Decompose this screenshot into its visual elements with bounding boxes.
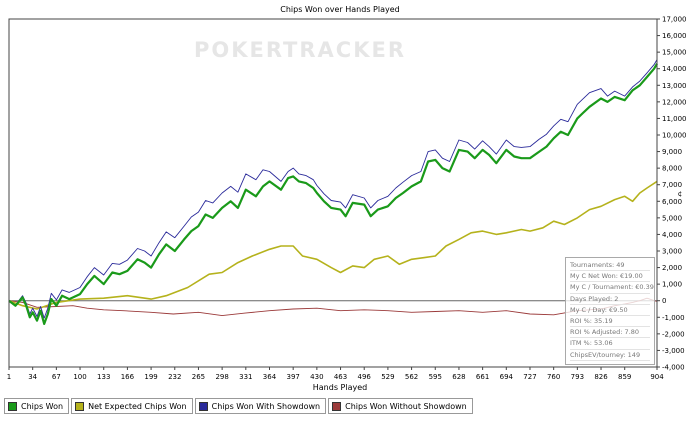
x-tick-label: 595 xyxy=(429,373,442,381)
legend-label: Chips Won Without Showdown xyxy=(345,401,467,411)
watermark-logo: POKERTRACKER xyxy=(194,38,406,62)
y-tick-label: 5,000 xyxy=(662,214,682,222)
x-axis-label: Hands Played xyxy=(313,383,367,392)
legend-item-chips-won[interactable]: Chips Won xyxy=(4,398,70,414)
legend-swatch xyxy=(332,401,342,411)
info-line: ITM %: 53.06 xyxy=(570,338,650,350)
legend-label: Chips Won With Showdown xyxy=(211,401,321,411)
y-tick-label: 3,000 xyxy=(662,248,682,256)
series-line-net-expected xyxy=(8,180,658,310)
legend-label: Chips Won xyxy=(21,401,64,411)
legend-label: Net Expected Chips Won xyxy=(88,401,187,411)
x-tick-label: 298 xyxy=(215,373,228,381)
x-tick-label: 904 xyxy=(650,373,664,381)
series-line-with-showdown xyxy=(8,59,658,319)
y-tick-label: 12,000 xyxy=(662,98,687,106)
x-tick-label: 793 xyxy=(571,373,584,381)
chart-legend: Chips Won Net Expected Chips Won Chips W… xyxy=(4,398,473,414)
info-line: ROI %: 35.19 xyxy=(570,316,650,328)
x-tick-label: 232 xyxy=(168,373,181,381)
y-tick-label: 13,000 xyxy=(662,82,687,90)
x-tick-label: 463 xyxy=(334,373,347,381)
info-line: Tournaments: 49 xyxy=(570,260,650,272)
y-tick-label: -3,000 xyxy=(662,347,685,355)
axes: -4,000 -3,000 -2,000 -1,000 0 1,000 2,000 3,000… xyxy=(7,16,687,382)
x-tick-label: 166 xyxy=(121,373,135,381)
y-tick-label: 8,000 xyxy=(662,165,682,173)
stats-info-box: Tournaments: 49 My C Net Won: €19.00 My … xyxy=(565,257,655,365)
y-tick-label: 17,000 xyxy=(662,16,687,24)
x-tick-label: 430 xyxy=(310,373,323,381)
info-line: My C / Tournament: €0.39 xyxy=(570,282,654,294)
y-tick-label: 16,000 xyxy=(662,32,687,40)
legend-item-without-showdown[interactable]: Chips Won Without Showdown xyxy=(328,398,473,414)
legend-swatch xyxy=(75,401,85,411)
legend-swatch xyxy=(8,401,17,411)
legend-item-with-showdown[interactable]: Chips Won With Showdown xyxy=(194,398,327,414)
x-tick-label: 397 xyxy=(286,373,299,381)
x-tick-label: 34 xyxy=(28,373,37,381)
y-axis-currency-symbol: ¢ xyxy=(678,190,682,198)
y-tick-label: 6,000 xyxy=(662,198,682,206)
y-tick-label: 0 xyxy=(662,297,666,305)
x-tick-label: 199 xyxy=(144,373,157,381)
y-tick-label: 7,000 xyxy=(662,181,682,189)
y-tick-label: 10,000 xyxy=(662,132,687,140)
y-tick-label: -4,000 xyxy=(662,364,685,372)
info-line: Days Played: 2 xyxy=(570,294,650,305)
info-line: My C / Day: €9.50 xyxy=(570,305,650,316)
x-tick-label: 694 xyxy=(500,373,514,381)
x-tick-label: 859 xyxy=(618,373,631,381)
legend-item-net-expected[interactable]: Net Expected Chips Won xyxy=(71,398,193,414)
x-tick-label: 100 xyxy=(73,373,86,381)
watermark-text: POKERTRACKER xyxy=(194,38,406,62)
x-tick-label: 331 xyxy=(239,373,252,381)
y-tick-label: -1,000 xyxy=(662,314,685,322)
y-tick-label: 9,000 xyxy=(662,148,682,156)
chart-title: Chips Won over Hands Played xyxy=(280,5,399,14)
y-tick-label: 15,000 xyxy=(662,49,687,57)
x-tick-label: 661 xyxy=(476,373,489,381)
x-tick-label: 529 xyxy=(381,373,394,381)
y-tick-label: -2,000 xyxy=(662,330,685,338)
legend-swatch xyxy=(198,401,208,411)
info-line: ChipsEV/tourney: 149 xyxy=(570,350,650,361)
x-tick-label: 496 xyxy=(358,373,372,381)
x-tick-label: 265 xyxy=(192,373,205,381)
y-tick-label: 11,000 xyxy=(662,115,687,123)
series-lines xyxy=(8,59,658,325)
x-tick-label: 364 xyxy=(263,373,277,381)
x-tick-label: 133 xyxy=(97,373,110,381)
y-tick-label: 14,000 xyxy=(662,65,687,73)
info-line: ROI % Adjusted: 7.80 xyxy=(570,327,650,339)
plot-frame xyxy=(8,18,658,368)
x-tick-label: 628 xyxy=(452,373,465,381)
series-line-chips-won xyxy=(8,63,658,325)
y-tick-label: 2,000 xyxy=(662,264,682,272)
x-tick-label: 826 xyxy=(594,373,608,381)
info-line: My C Net Won: €19.00 xyxy=(570,271,650,283)
y-tick-label: 4,000 xyxy=(662,231,682,239)
x-tick-label: 727 xyxy=(523,373,536,381)
y-tick-label: 1,000 xyxy=(662,281,682,289)
x-tick-label: 67 xyxy=(52,373,61,381)
x-tick-label: 760 xyxy=(547,373,560,381)
x-tick-label: 1 xyxy=(7,373,11,381)
x-tick-label: 562 xyxy=(405,373,418,381)
